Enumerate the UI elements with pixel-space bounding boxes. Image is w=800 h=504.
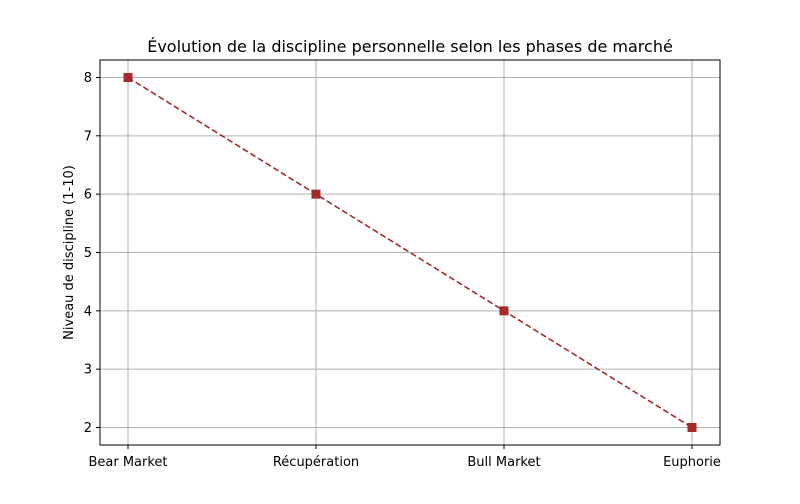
y-tick-label: 7 — [84, 129, 92, 144]
y-tick-label: 3 — [84, 363, 92, 378]
grid — [100, 60, 720, 445]
chart-title: Évolution de la discipline personnelle s… — [147, 37, 673, 56]
x-tick-label: Bear Market — [88, 455, 167, 470]
y-axis-label: Niveau de discipline (1-10) — [62, 165, 77, 340]
data-point-marker — [687, 423, 697, 432]
y-tick-label: 2 — [84, 421, 92, 436]
data-point-marker — [311, 189, 321, 199]
series-line — [127, 76, 693, 429]
x-tick-label: Récupération — [273, 455, 359, 470]
series-layer — [123, 73, 697, 432]
y-tick-label: 5 — [84, 246, 92, 261]
x-tick-label: Euphorie — [663, 455, 721, 470]
data-point-marker — [499, 306, 509, 316]
y-tick-label: 8 — [84, 71, 92, 86]
y-tick-label: 6 — [84, 188, 92, 203]
y-tick-label: 4 — [84, 304, 92, 319]
data-point-marker — [123, 73, 133, 82]
x-tick-label: Bull Market — [467, 455, 540, 470]
axis-ticks: Bear Market Récupération Bull Market Euphor… — [84, 71, 721, 470]
